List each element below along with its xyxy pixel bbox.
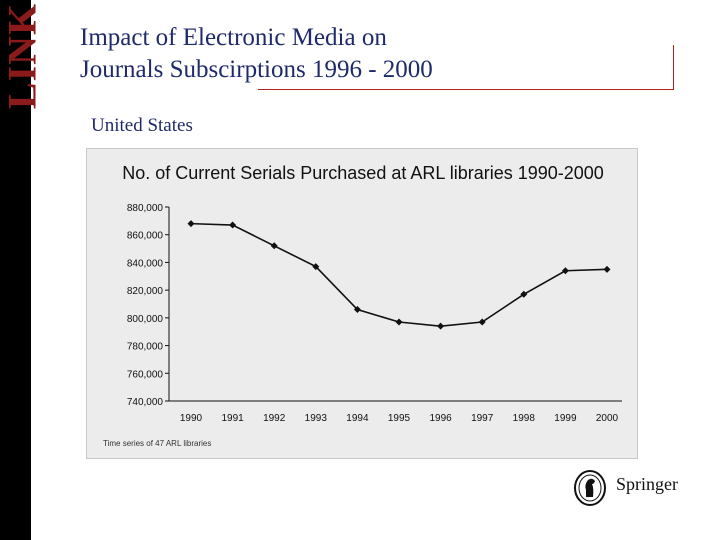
chart-title: No. of Current Serials Purchased at ARL … (122, 163, 604, 183)
springer-knight-icon (574, 470, 606, 506)
title-side-rule (673, 45, 674, 90)
data-point (437, 322, 445, 330)
springer-logo: Springer (572, 466, 684, 510)
left-brand-bar (0, 0, 31, 540)
x-tick-label: 1997 (471, 413, 494, 424)
springer-wordmark: Springer (616, 474, 678, 494)
serials-line-chart: No. of Current Serials Purchased at ARL … (103, 163, 622, 448)
title-line-2: Journals Subscirptions 1996 - 2000 (80, 56, 433, 83)
chart-panel: No. of Current Serials Purchased at ARL … (86, 148, 638, 459)
y-tick-label: 820,000 (127, 286, 164, 297)
page-title: Impact of Electronic Media on Journals S… (80, 22, 433, 86)
data-point (312, 263, 320, 271)
data-point (353, 306, 361, 314)
x-tick-label: 1995 (388, 413, 411, 424)
series-line (190, 222, 608, 327)
x-tick-label: 2000 (596, 413, 619, 424)
link-logo: LINK (0, 2, 45, 110)
y-tick-label: 860,000 (127, 231, 164, 242)
x-tick-label: 1993 (305, 413, 328, 424)
data-point (520, 290, 528, 298)
x-tick-label: 1994 (346, 413, 369, 424)
y-tick-label: 740,000 (127, 397, 164, 408)
x-tick-label: 1996 (429, 413, 452, 424)
data-point (561, 267, 569, 275)
title-line-1: Impact of Electronic Media on (80, 24, 387, 51)
data-point (603, 265, 611, 273)
title-underline (258, 89, 674, 90)
y-tick-label: 800,000 (127, 314, 164, 325)
data-point (187, 220, 195, 228)
data-point (395, 318, 403, 326)
x-tick-label: 1992 (263, 413, 286, 424)
chart-footnote: Time series of 47 ARL libraries (103, 439, 211, 448)
data-point (478, 318, 486, 326)
y-tick-label: 780,000 (127, 342, 164, 353)
x-tick-label: 1990 (180, 413, 203, 424)
x-tick-label: 1991 (221, 413, 244, 424)
x-tick-label: 1998 (513, 413, 536, 424)
y-tick-label: 840,000 (127, 258, 164, 269)
y-tick-label: 760,000 (127, 369, 164, 380)
x-tick-label: 1999 (554, 413, 577, 424)
data-point (229, 221, 237, 229)
y-tick-label: 880,000 (127, 203, 164, 214)
data-point (270, 242, 278, 250)
region-subtitle: United States (91, 115, 193, 136)
